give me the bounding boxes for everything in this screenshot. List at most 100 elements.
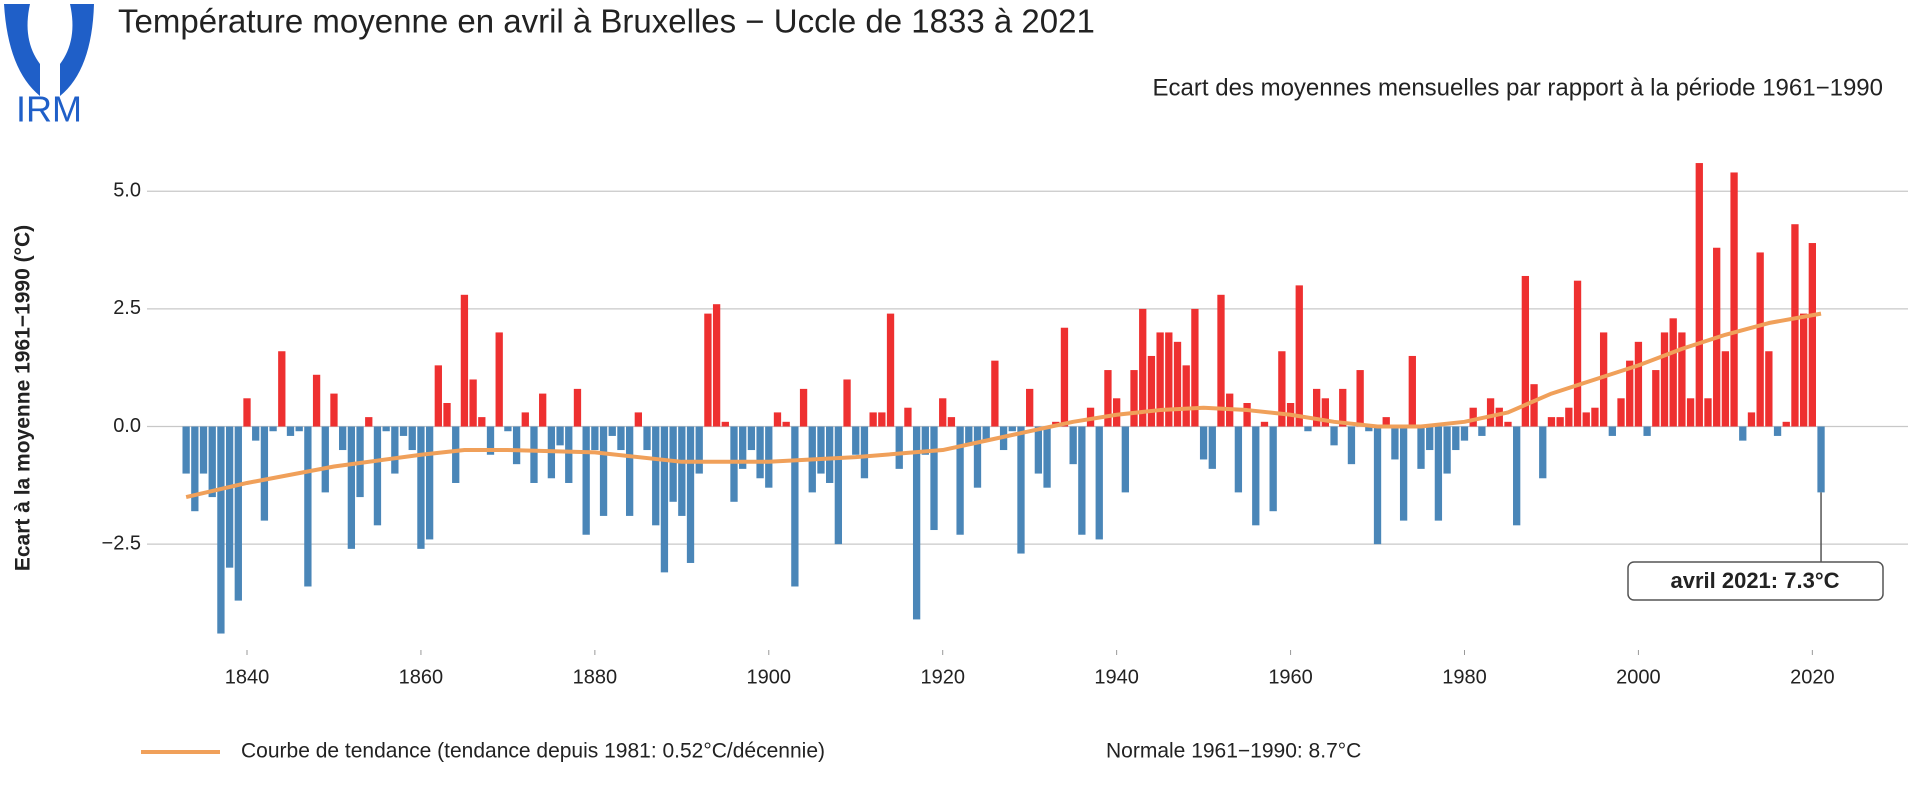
bar [1199, 426, 1208, 460]
bar [1478, 426, 1486, 436]
bar [895, 426, 903, 469]
bar [225, 426, 234, 568]
bar [904, 407, 912, 427]
bar [991, 360, 999, 427]
bar [521, 412, 529, 427]
bar [695, 426, 703, 474]
bar [1234, 426, 1243, 493]
bar [1721, 351, 1730, 427]
bar [1243, 403, 1251, 427]
bar [739, 426, 747, 469]
bar [417, 426, 425, 549]
bar [982, 426, 990, 441]
bar [1312, 388, 1321, 427]
bar [191, 426, 199, 512]
bar [1808, 243, 1816, 427]
bar [1008, 426, 1016, 432]
x-tick-label: 1880 [573, 666, 618, 688]
bar [425, 426, 434, 540]
bar [1556, 417, 1564, 427]
bar [678, 426, 686, 516]
bar [434, 365, 442, 427]
bar [1521, 275, 1530, 427]
bar [973, 426, 982, 488]
bar [956, 426, 964, 535]
bar [1547, 417, 1556, 427]
bar [495, 332, 503, 427]
bar [1573, 280, 1582, 427]
x-tick-label: 1920 [920, 666, 965, 688]
bar [947, 417, 956, 427]
bar [582, 426, 590, 535]
bar [852, 426, 860, 455]
bar [1486, 398, 1495, 427]
chart-title: Température moyenne en avril à Bruxelles… [118, 3, 1095, 40]
bar [408, 426, 416, 451]
bar [1078, 426, 1086, 535]
bar [1513, 426, 1521, 526]
bar [208, 426, 216, 498]
bar [1182, 365, 1190, 427]
bar [765, 426, 773, 488]
bar [278, 351, 286, 427]
bar [391, 426, 399, 474]
bar [1539, 426, 1547, 479]
bar [686, 426, 695, 563]
bar [252, 426, 260, 441]
bar [1686, 398, 1695, 427]
bar [347, 426, 356, 549]
x-tick-label: 1980 [1442, 666, 1487, 688]
bar [217, 426, 225, 634]
trend-line [185, 311, 1822, 500]
bar [1582, 412, 1590, 427]
bar [1756, 252, 1764, 427]
bar [460, 294, 469, 427]
bar [304, 426, 312, 587]
bar [878, 412, 886, 427]
bar [721, 421, 729, 427]
bar [1730, 172, 1738, 427]
bar [1173, 341, 1182, 427]
legend-label: Courbe de tendance (tendance depuis 1981… [241, 740, 825, 763]
bar [1095, 426, 1103, 540]
x-tick-label: 2020 [1790, 666, 1835, 688]
bar [1043, 426, 1051, 488]
bar [869, 412, 877, 427]
bar [912, 426, 921, 620]
bar [791, 426, 799, 587]
annotation-box [1627, 561, 1884, 601]
bar [1773, 426, 1782, 436]
bar [382, 426, 390, 432]
x-tick-label: 1960 [1268, 666, 1313, 688]
bar [1608, 426, 1616, 436]
logo: IRM [4, 4, 94, 130]
bar [712, 304, 721, 427]
y-tick-label: 0.0 [113, 415, 141, 437]
y-tick-label: 2.5 [113, 297, 141, 319]
bar [652, 426, 660, 526]
bar [1295, 285, 1303, 427]
bar [295, 426, 303, 432]
bar [443, 403, 451, 427]
bar [1434, 426, 1443, 521]
bar [339, 426, 347, 451]
bar [1391, 426, 1399, 460]
bar [1678, 332, 1686, 427]
bar [643, 426, 651, 451]
bar [625, 426, 634, 516]
bar [269, 426, 277, 432]
logo-shape [4, 4, 40, 96]
x-tick-label: 1900 [747, 666, 792, 688]
bar [1260, 421, 1269, 427]
bar [747, 426, 756, 451]
y-tick-label: 5.0 [113, 180, 141, 202]
bar [617, 426, 625, 451]
bar [286, 426, 295, 436]
bar [1469, 407, 1477, 427]
bar [591, 426, 599, 451]
bar [452, 426, 460, 483]
bar [1408, 355, 1416, 427]
bar [1791, 224, 1799, 427]
bar [1208, 426, 1216, 469]
